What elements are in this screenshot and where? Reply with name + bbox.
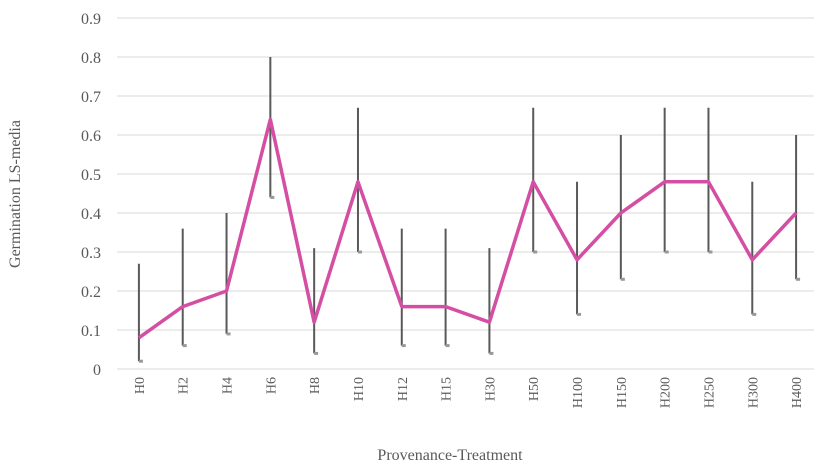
x-tick-label: H8 [308,377,323,394]
x-axis-label: Provenance-Treatment [377,447,523,464]
y-tick-label: 0.1 [81,323,101,340]
y-tick-label: 0.4 [81,206,101,223]
x-tick-label: H10 [352,377,367,401]
x-tick-label: H6 [264,377,279,394]
x-tick-label: H150 [615,377,630,408]
x-tick-label: H300 [746,377,761,408]
x-tick-label: H4 [221,377,236,394]
y-tick-label: 0.6 [81,128,101,145]
x-tick-label: H12 [396,377,411,401]
x-tick-label: H400 [790,377,805,408]
x-tick-label: H200 [659,377,674,408]
y-axis-label: Germination LS-media [7,120,24,268]
y-tick-label: 0.5 [81,167,101,184]
y-tick-label: 0 [93,362,101,379]
x-tick-label: H0 [133,377,148,394]
y-tick-label: 0.9 [81,11,101,28]
y-tick-label: 0.3 [81,245,101,262]
x-tick-label: H30 [483,377,498,401]
x-tick-label: H50 [527,377,542,401]
x-tick-label: H15 [440,377,455,401]
y-tick-label: 0.2 [81,284,101,301]
y-tick-label: 0.8 [81,50,101,67]
data-line [137,117,798,340]
x-tick-label: H100 [571,377,586,408]
x-tick-label: H2 [177,377,192,394]
x-tick-label: H250 [702,377,717,408]
y-tick-label: 0.7 [81,89,101,106]
